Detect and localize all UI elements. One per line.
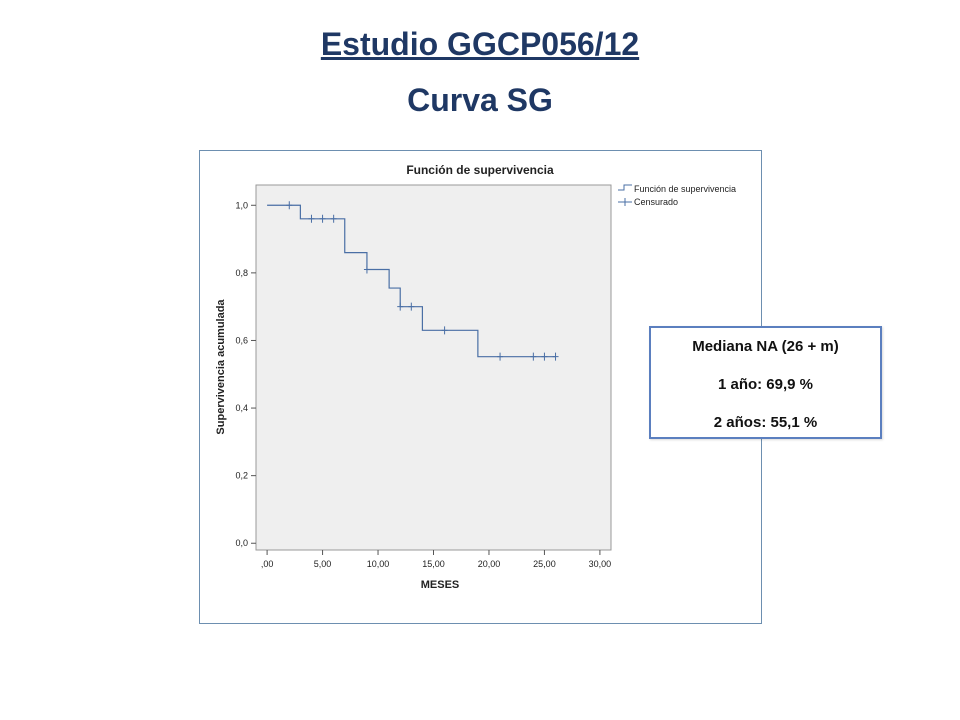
chart-title: Función de supervivencia bbox=[406, 163, 554, 177]
one-year-survival-text: 1 año: 69,9 % bbox=[717, 376, 814, 393]
x-tick-label: 30,00 bbox=[589, 559, 612, 569]
censored-mark bbox=[530, 352, 537, 361]
censored-mark bbox=[441, 326, 448, 335]
series-layer bbox=[267, 201, 559, 361]
censored-mark bbox=[397, 302, 404, 311]
x-tick-label: 25,00 bbox=[533, 559, 556, 569]
legend: Función de supervivencia Censurado bbox=[618, 184, 736, 207]
censored-mark bbox=[330, 214, 337, 223]
legend-censored-swatch bbox=[618, 198, 632, 206]
legend-label-survival: Función de supervivencia bbox=[634, 184, 736, 194]
y-tick-label: 0,6 bbox=[235, 335, 248, 345]
censored-mark bbox=[319, 214, 326, 223]
censored-mark bbox=[308, 214, 315, 223]
censored-mark bbox=[408, 302, 415, 311]
x-tick-label: 5,00 bbox=[314, 559, 332, 569]
censored-mark bbox=[552, 352, 559, 361]
y-tick-label: 1,0 bbox=[235, 200, 248, 210]
censored-mark bbox=[363, 265, 370, 274]
slide-subtitle: Curva SG bbox=[407, 82, 553, 118]
y-tick-label: 0,2 bbox=[235, 471, 248, 481]
y-tick-label: 0,4 bbox=[235, 403, 248, 413]
legend-survival-swatch bbox=[618, 184, 632, 191]
x-tick-label: 20,00 bbox=[478, 559, 501, 569]
y-axis-label: Supervivencia acumulada bbox=[215, 299, 227, 435]
x-axis-label: MESES bbox=[421, 579, 460, 591]
legend-label-censored: Censurado bbox=[634, 197, 678, 207]
two-year-survival-text: 2 años: 55,1 % bbox=[713, 414, 818, 431]
y-tick-label: 0,8 bbox=[235, 268, 248, 278]
censored-mark bbox=[497, 352, 504, 361]
x-tick-label: ,00 bbox=[261, 559, 274, 569]
slide-title: Estudio GGCP056/12 bbox=[320, 26, 640, 62]
censored-mark bbox=[541, 352, 548, 361]
median-survival-text: Mediana NA (26 + m) bbox=[692, 338, 839, 355]
x-tick-label: 15,00 bbox=[422, 559, 445, 569]
summary-box: Mediana NA (26 + m) 1 año: 69,9 % 2 años… bbox=[649, 326, 882, 439]
y-axis: 0,0 0,2 0,4 0,6 0,8 1,0 bbox=[235, 200, 256, 548]
plot-area bbox=[255, 184, 612, 551]
censored-mark bbox=[286, 201, 293, 210]
x-axis: ,00 5,00 10,00 15,00 20,00 25,00 30,00 bbox=[261, 550, 611, 569]
survival-chart-svg: Función de supervivencia ,00 5,00 10,00 15,… bbox=[215, 163, 736, 591]
y-tick-label: 0,0 bbox=[235, 538, 248, 548]
x-tick-label: 10,00 bbox=[367, 559, 390, 569]
